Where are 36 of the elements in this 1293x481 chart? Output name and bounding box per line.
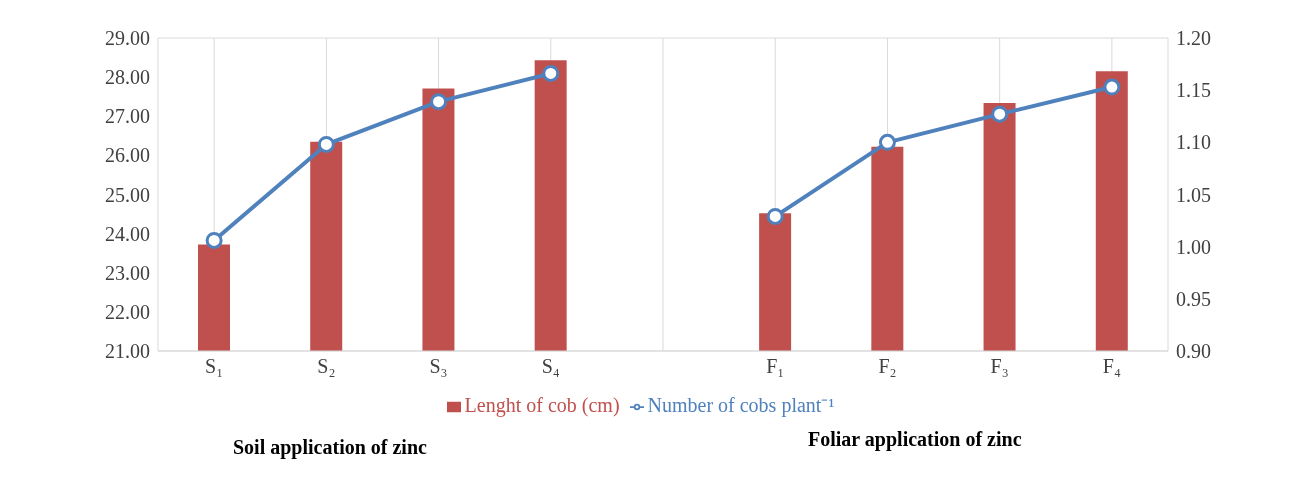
y-tick-label: 27.00 [105, 105, 150, 128]
y2-tick-label: 0.90 [1176, 340, 1211, 363]
x-tick-label: S₄ [541, 355, 560, 378]
y2-tick-label: 1.00 [1176, 235, 1211, 258]
y2-tick-label: 1.20 [1176, 27, 1211, 50]
y-tick-label: 28.00 [105, 66, 150, 89]
x-tick-label: F₄ [1102, 355, 1121, 378]
x-tick-label: F₂ [878, 355, 897, 378]
point [205, 231, 223, 249]
point [430, 93, 448, 111]
y-tick-label: 26.00 [105, 144, 150, 167]
x-tick-label: S₁ [205, 355, 224, 378]
y2-tick-label: 1.15 [1176, 79, 1211, 102]
point [766, 207, 784, 225]
y-tick-label: 22.00 [105, 300, 150, 323]
y2-tick-label: 1.05 [1176, 183, 1211, 206]
point [878, 133, 896, 151]
point [1103, 78, 1121, 96]
legend-label: Lenght of cob (cm) [464, 394, 620, 416]
x-tick-label: F₃ [990, 355, 1009, 378]
y2-tick-label: 0.95 [1176, 287, 1211, 310]
point [991, 105, 1009, 123]
y-tick-label: 21.00 [105, 340, 150, 363]
text: Foliar application of zinc [808, 428, 1022, 451]
x-tick-label: S₂ [317, 355, 336, 378]
y-tick-label: 24.00 [105, 222, 150, 245]
y-tick-label: 23.00 [105, 261, 150, 284]
x-tick-label: S₃ [429, 355, 448, 378]
text: Soil application of zinc [233, 436, 427, 459]
point [317, 135, 335, 153]
legend-label: Number of cobs plant⁻¹ [647, 394, 835, 416]
y-tick-label: 25.00 [105, 183, 150, 206]
x-tick-label: F₁ [766, 355, 785, 378]
point [542, 64, 560, 82]
y-tick-label: 29.00 [105, 27, 150, 50]
y2-tick-label: 1.10 [1176, 131, 1211, 154]
